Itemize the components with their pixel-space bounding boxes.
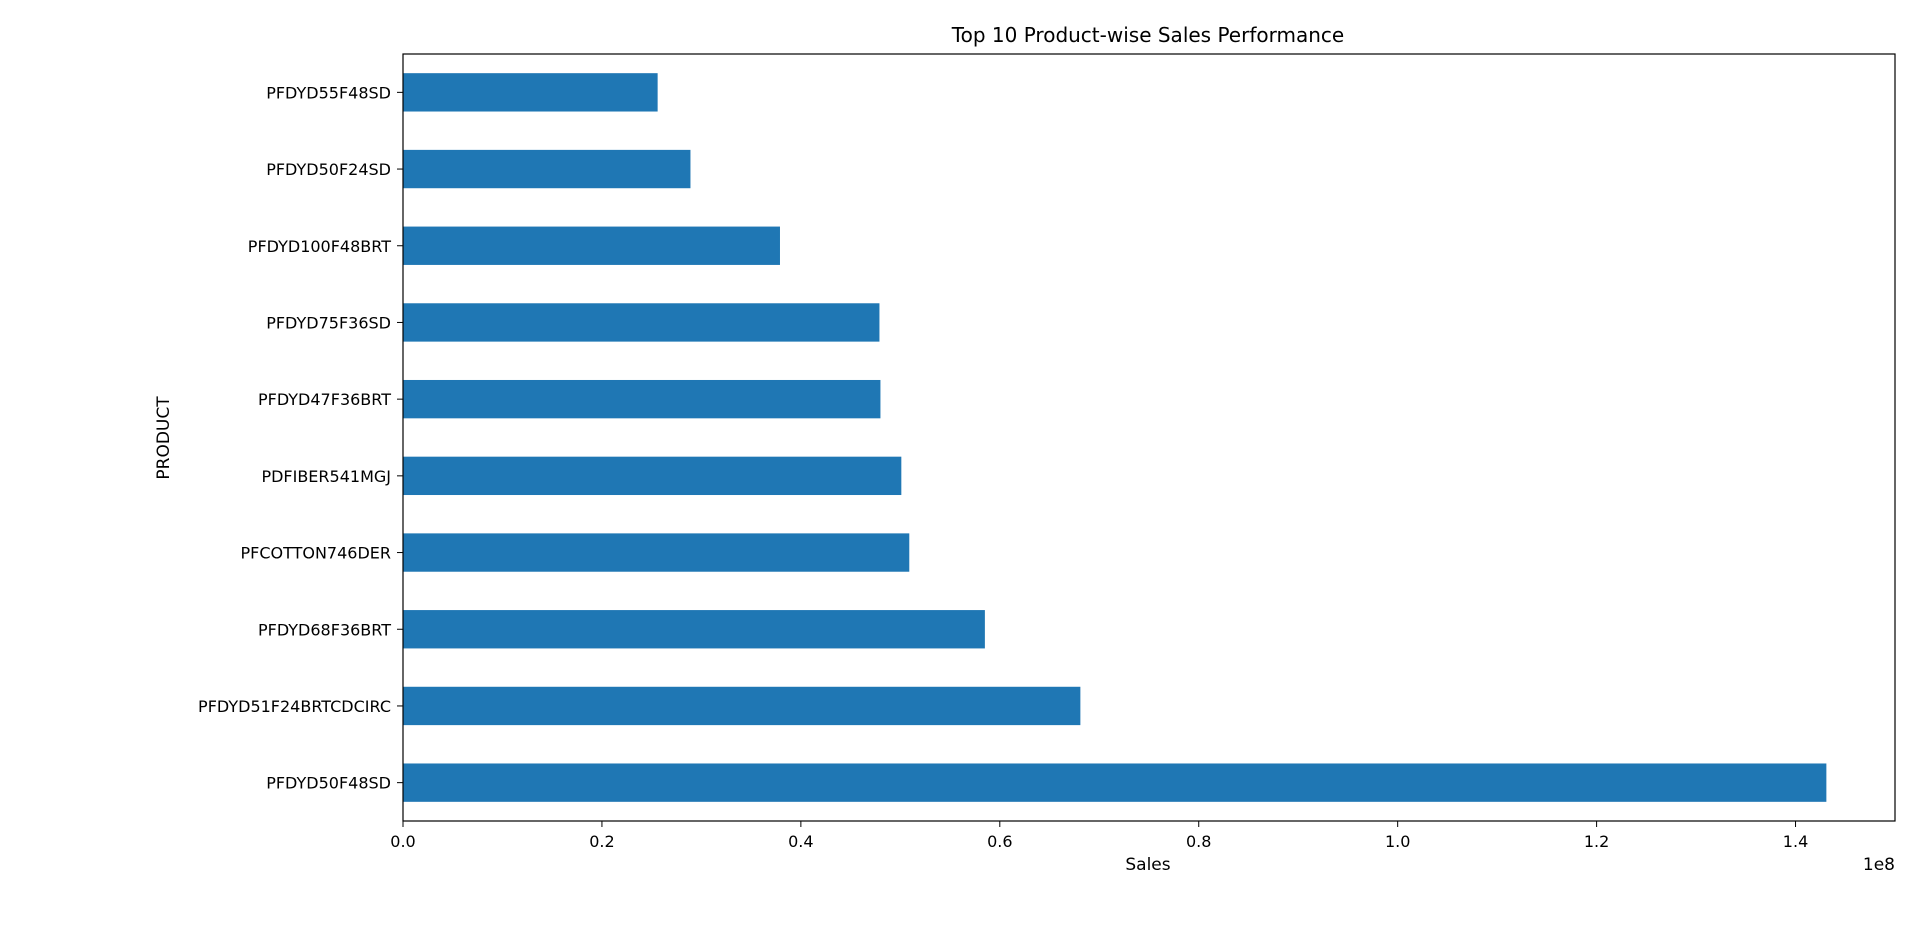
plot-frame <box>402 53 1896 822</box>
x-axis-label: Sales <box>1125 855 1170 875</box>
bars-layer <box>403 73 1827 802</box>
bar-pfdyd100f48brt <box>403 226 780 265</box>
x-tick-label: 0.2 <box>589 832 614 851</box>
bar-pdfiber541mgj <box>403 456 902 496</box>
y-tick-label: PFDYD55F48SD <box>266 83 391 102</box>
y-axis-label: PRODUCT <box>154 396 174 480</box>
x-tick-label: 0.8 <box>1186 832 1211 851</box>
y-tick-label: PFDYD100F48BRT <box>248 237 391 256</box>
x-tick-label: 1.0 <box>1385 832 1410 851</box>
bar-pfcotton746der <box>403 533 910 572</box>
x-tick-label: 0.6 <box>987 832 1012 851</box>
bar-pfdyd50f24sd <box>403 149 691 189</box>
x-axis-offset-label: 1e8 <box>1863 855 1895 875</box>
x-tick-label: 1.2 <box>1584 832 1609 851</box>
y-tick-label: PFDYD50F48SD <box>266 774 391 793</box>
y-tick-label: PFDYD47F36BRT <box>258 390 391 409</box>
y-tick-label: PDFIBER541MGJ <box>261 467 391 486</box>
bar-pfdyd50f48sd <box>403 763 1827 802</box>
y-tick-label: PFDYD50F24SD <box>266 160 391 179</box>
bar-pfdyd47f36brt <box>403 379 881 419</box>
x-tick-label: 0.4 <box>788 832 813 851</box>
y-tick-label: PFDYD75F36SD <box>266 313 391 332</box>
x-tick-label: 1.4 <box>1783 832 1808 851</box>
y-tick-label: PFDYD68F36BRT <box>258 620 391 639</box>
bar-pfdyd51f24brtcdcirc <box>403 686 1081 726</box>
bar-pfdyd55f48sd <box>403 73 658 112</box>
y-tick-label: PFCOTTON746DER <box>240 544 391 563</box>
x-tick-label: 0.0 <box>390 832 415 851</box>
bar-pfdyd75f36sd <box>403 303 880 342</box>
y-tick-label: PFDYD51F24BRTCDCIRC <box>198 697 391 716</box>
chart-title: Top 10 Product-wise Sales Performance <box>951 23 1344 47</box>
ticks-layer: PFDYD55F48SD PFDYD50F24SD PFDYD100F48BRT PF… <box>198 83 1808 851</box>
bar-pfdyd68f36brt <box>403 610 985 649</box>
